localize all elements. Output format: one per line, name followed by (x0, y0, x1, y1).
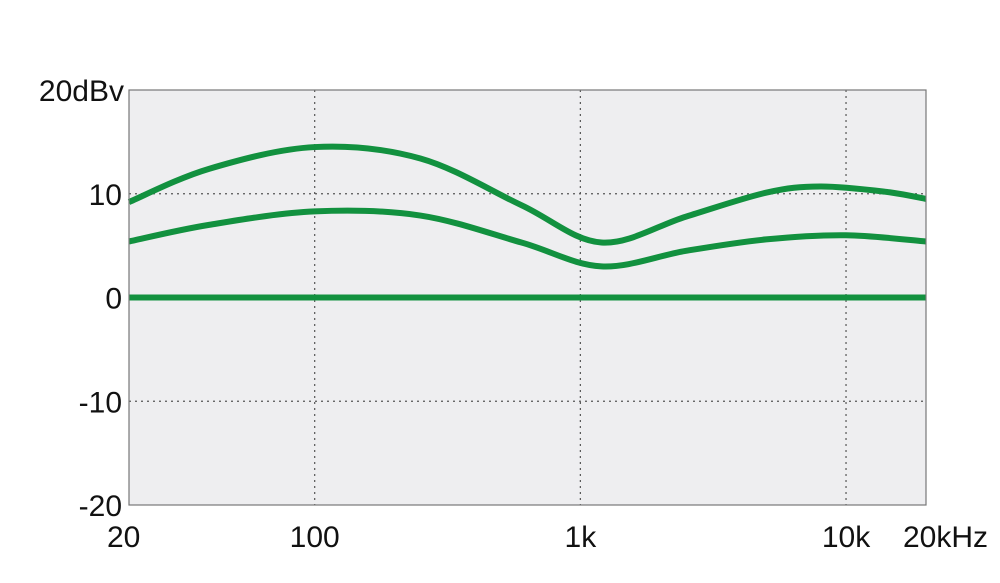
x-tick-label: 100 (290, 521, 340, 554)
plot-frame (128, 89, 927, 506)
y-tick-label: 10 (89, 179, 122, 212)
series-group (127, 143, 927, 301)
y-tick-label: -10 (79, 386, 122, 419)
y-tick-label: -20 (79, 490, 122, 523)
y-tick-label: 0 (105, 283, 122, 316)
y-axis: 20dBv 10 0 -10 -20 (39, 75, 124, 523)
series-line-1 (127, 143, 927, 246)
x-tick-label: 1k (565, 521, 598, 554)
x-axis: 20 100 1k 10k 20kHz (107, 521, 988, 554)
x-tick-label: 20kHz (903, 521, 988, 554)
series-line-2 (128, 207, 927, 270)
y-tick-label: 20dBv (39, 75, 124, 108)
x-tick-label: 20 (107, 521, 140, 554)
x-tick-label: 10k (822, 521, 871, 554)
